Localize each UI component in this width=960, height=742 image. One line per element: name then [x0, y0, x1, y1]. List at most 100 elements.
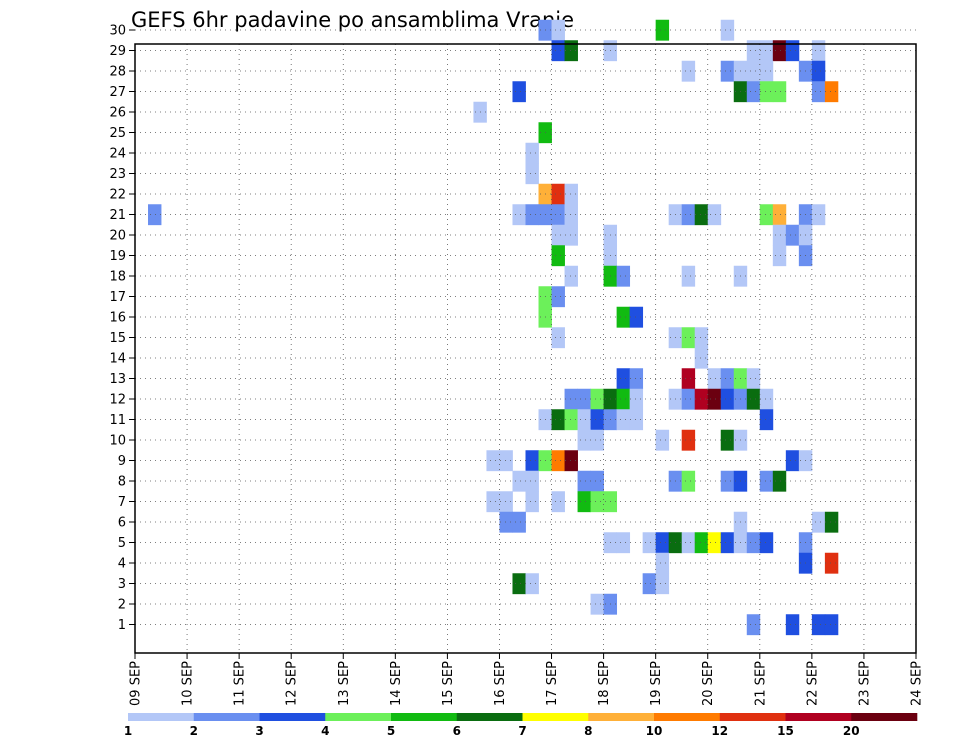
chart-title: GEFS 6hr padavine po ansamblima Vranje: [131, 8, 574, 32]
heatmap-cell: [499, 511, 513, 533]
heatmap-cell: [694, 327, 709, 349]
colorbar-label: 6: [453, 724, 461, 738]
heatmap-cell: [707, 532, 722, 554]
heatmap-cell: [564, 388, 578, 410]
heatmap-cell: [772, 81, 787, 103]
colorbar-label: 12: [711, 724, 728, 738]
x-tick-label: 14 SEP: [389, 661, 404, 706]
colorbar-label: 10: [646, 724, 663, 738]
colorbar-swatch: [456, 713, 523, 721]
x-tick-label: 18 SEP: [597, 661, 612, 706]
heatmap-cell: [772, 40, 787, 62]
x-tick-label: 13 SEP: [337, 661, 352, 706]
heatmap-cell: [486, 491, 500, 513]
heatmap-cell: [772, 245, 787, 267]
heatmap-cell: [551, 40, 565, 62]
y-tick-label: 16: [109, 311, 126, 326]
heatmap-cell: [681, 60, 696, 82]
colorbar-label: 7: [518, 724, 526, 738]
x-tick-label: 17 SEP: [545, 661, 560, 706]
heatmap-cell: [148, 204, 162, 226]
heatmap-cell: [824, 81, 839, 103]
colorbar-label: 5: [387, 724, 395, 738]
x-tick-label: 23 SEP: [857, 661, 872, 706]
heatmap-cell: [720, 429, 735, 451]
heatmap-cell: [525, 491, 539, 513]
colorbar-label: 1: [124, 724, 132, 738]
heatmap-cell: [551, 450, 565, 472]
heatmap-cell: [694, 347, 709, 369]
heatmap-cell: [681, 470, 696, 492]
heatmap-cell: [512, 470, 526, 492]
heatmap-cell: [655, 573, 670, 595]
heatmap-cell: [655, 429, 670, 451]
colorbar-label: 4: [321, 724, 329, 738]
heatmap-cell: [759, 81, 774, 103]
heatmap-cell: [551, 491, 565, 513]
heatmap-cell: [785, 450, 800, 472]
heatmap-cell: [551, 224, 565, 246]
heatmap-cell: [720, 60, 735, 82]
heatmap-cell: [746, 532, 761, 554]
heatmap-cell: [616, 368, 631, 390]
heatmap-cell: [811, 60, 826, 82]
x-tick-label: 15 SEP: [441, 661, 456, 706]
y-tick-label: 14: [109, 352, 126, 367]
heatmap-cell: [512, 81, 526, 103]
heatmap-cell: [681, 204, 696, 226]
heatmap-cell: [616, 409, 631, 431]
heatmap-cell: [525, 573, 539, 595]
y-tick-label: 19: [109, 249, 126, 264]
heatmap-cell: [746, 60, 761, 82]
heatmap-cell: [590, 388, 604, 410]
y-tick-label: 20: [109, 229, 126, 244]
heatmap-cell: [629, 368, 644, 390]
heatmap-cell: [759, 60, 774, 82]
heatmap-cell: [551, 19, 565, 41]
x-tick-label: 12 SEP: [285, 661, 300, 706]
heatmap-cell: [525, 142, 539, 164]
heatmap-cell: [577, 388, 591, 410]
heatmap-cell: [616, 265, 631, 287]
heatmap-cell: [759, 532, 774, 554]
colorbar-label: 20: [843, 724, 860, 738]
heatmap-cell: [512, 511, 526, 533]
heatmap-cell: [681, 388, 696, 410]
heatmap-cell: [590, 470, 604, 492]
heatmap-cell: [525, 163, 539, 185]
colorbar-swatch: [193, 713, 260, 721]
heatmap-cell: [577, 409, 591, 431]
heatmap-cell: [746, 81, 761, 103]
colorbar-swatch: [259, 713, 326, 721]
heatmap-cell: [811, 81, 826, 103]
y-tick-label: 13: [109, 372, 126, 387]
x-tick-label: 21 SEP: [753, 661, 768, 706]
heatmap-cell: [785, 614, 800, 636]
heatmap-cell: [681, 368, 696, 390]
heatmap-cell: [759, 409, 774, 431]
y-tick-label: 11: [109, 413, 126, 428]
heatmap-cell: [681, 265, 696, 287]
heatmap-cell: [720, 368, 735, 390]
y-tick-label: 4: [118, 557, 126, 572]
heatmap-cell: [564, 409, 578, 431]
heatmap-cell: [746, 388, 761, 410]
heatmap-cell: [525, 450, 539, 472]
heatmap-cell: [824, 614, 839, 636]
heatmap-cell: [499, 450, 513, 472]
y-tick-label: 8: [118, 475, 126, 490]
heatmap-cell: [629, 306, 644, 328]
y-tick-label: 7: [118, 495, 126, 510]
heatmap-cell: [629, 409, 644, 431]
heatmap-cell: [551, 204, 565, 226]
heatmap-cell: [655, 19, 670, 41]
heatmap-cell: [577, 491, 591, 513]
colorbar-label: 2: [190, 724, 198, 738]
heatmap-cell: [642, 573, 657, 595]
y-tick-label: 29: [109, 44, 126, 59]
colorbar-swatch: [588, 713, 655, 721]
heatmap-cell: [772, 204, 787, 226]
heatmap-cell: [616, 306, 631, 328]
heatmap-cell: [759, 388, 774, 410]
